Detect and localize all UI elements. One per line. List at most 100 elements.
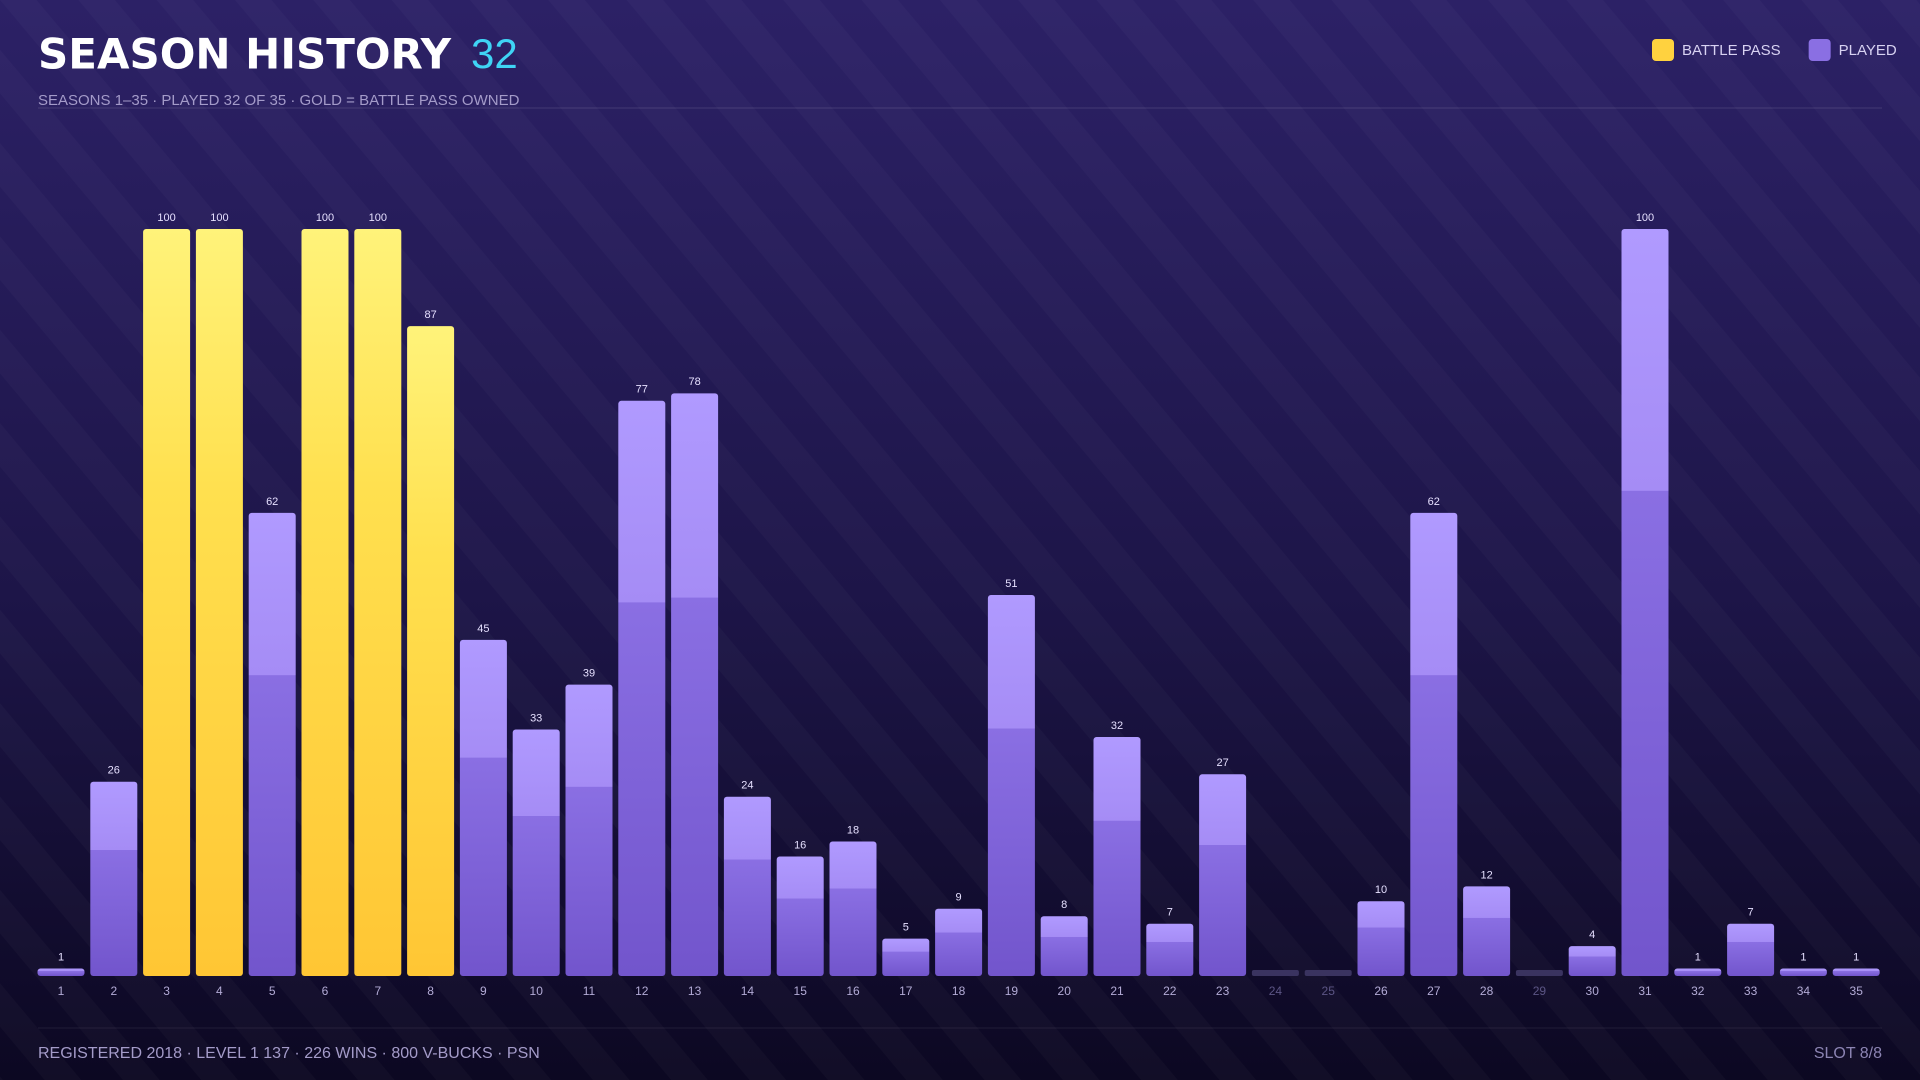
- bar: [618, 400, 666, 976]
- bar: [1674, 968, 1722, 976]
- bar: [1463, 886, 1511, 976]
- value-label: 77: [636, 384, 648, 396]
- x-tick-label: 32: [1691, 984, 1705, 998]
- x-tick-label: 12: [635, 984, 649, 998]
- legend-swatch: [1652, 39, 1674, 61]
- x-tick-label: 33: [1744, 984, 1758, 998]
- value-label: 5: [903, 922, 909, 934]
- unplayed-stub: [1515, 970, 1563, 976]
- bar: [37, 968, 85, 976]
- x-tick-label: 25: [1322, 984, 1336, 998]
- value-label: 4: [1589, 929, 1595, 941]
- x-tick-label: 3: [163, 984, 170, 998]
- x-tick-label: 16: [846, 984, 860, 998]
- value-label: 12: [1480, 869, 1492, 881]
- bar: [1568, 946, 1616, 976]
- bar: [723, 796, 771, 976]
- bar: [1727, 923, 1775, 976]
- x-tick-label: 21: [1110, 984, 1124, 998]
- x-tick-label: 4: [216, 984, 223, 998]
- x-tick-label: 9: [480, 984, 487, 998]
- footer-info: REGISTERED 2018 · LEVEL 1 137 · 226 WINS…: [38, 1045, 540, 1062]
- x-tick-label: 1: [58, 984, 65, 998]
- value-label: 78: [688, 376, 700, 388]
- value-label: 1: [1800, 951, 1806, 963]
- value-label: 7: [1748, 907, 1754, 919]
- slot: SLOT 8/8: [1814, 1045, 1882, 1062]
- bar: [1199, 774, 1247, 976]
- x-tick-label: 35: [1850, 984, 1864, 998]
- unplayed-stub: [1251, 970, 1299, 976]
- x-tick-label: 30: [1586, 984, 1600, 998]
- x-tick-label: 22: [1163, 984, 1177, 998]
- bar: [1146, 923, 1194, 976]
- x-tick-label: 5: [269, 984, 276, 998]
- bar: [1621, 229, 1669, 976]
- value-label: 45: [477, 623, 489, 635]
- value-label: 100: [316, 212, 334, 224]
- legend-label: PLAYED: [1839, 42, 1897, 59]
- value-label: 16: [794, 839, 806, 851]
- bar: [1357, 901, 1405, 976]
- bar: [1832, 968, 1880, 976]
- bar: [829, 841, 877, 976]
- bar: [935, 908, 983, 976]
- x-tick-label: 27: [1427, 984, 1441, 998]
- x-tick-label: 2: [110, 984, 117, 998]
- x-tick-label: 15: [794, 984, 808, 998]
- unplayed-stub: [1304, 970, 1352, 976]
- x-tick-label: 24: [1269, 984, 1283, 998]
- bar: [459, 639, 507, 976]
- title: SEASON HISTORY: [38, 30, 452, 79]
- bar: [143, 229, 191, 976]
- legend-swatch: [1808, 39, 1831, 61]
- value-label: 9: [956, 892, 962, 904]
- value-label: 1: [1853, 951, 1859, 963]
- bar: [1410, 512, 1458, 976]
- x-tick-label: 19: [1005, 984, 1019, 998]
- x-tick-label: 17: [899, 984, 913, 998]
- bar: [776, 856, 824, 976]
- x-tick-label: 11: [583, 984, 596, 998]
- x-tick-label: 20: [1058, 984, 1072, 998]
- x-tick-label: 6: [322, 984, 329, 998]
- title-count: 32: [471, 30, 518, 77]
- value-label: 24: [741, 780, 753, 792]
- value-label: 26: [108, 765, 120, 777]
- x-tick-label: 23: [1216, 984, 1230, 998]
- x-tick-label: 18: [952, 984, 966, 998]
- legend-label: BATTLE PASS: [1682, 42, 1781, 59]
- value-label: 33: [530, 712, 542, 724]
- value-label: 18: [847, 824, 859, 836]
- bar: [195, 229, 243, 976]
- value-label: 51: [1005, 578, 1017, 590]
- value-label: 100: [369, 212, 387, 224]
- bar: [882, 938, 930, 976]
- x-tick-label: 26: [1374, 984, 1388, 998]
- x-tick-label: 14: [741, 984, 755, 998]
- value-label: 100: [1636, 212, 1654, 224]
- bar: [407, 326, 455, 976]
- x-tick-label: 7: [374, 984, 381, 998]
- bar: [671, 393, 719, 977]
- value-label: 100: [157, 212, 175, 224]
- x-tick-label: 8: [427, 984, 434, 998]
- value-label: 1: [58, 951, 64, 963]
- bar: [987, 595, 1035, 976]
- bar: [354, 229, 402, 976]
- subtitle: SEASONS 1–35 · PLAYED 32 OF 35 · GOLD = …: [38, 92, 520, 109]
- value-label: 62: [266, 496, 278, 508]
- value-label: 62: [1428, 496, 1440, 508]
- value-label: 100: [210, 212, 228, 224]
- value-label: 8: [1061, 899, 1067, 911]
- bar: [565, 684, 613, 976]
- value-label: 87: [424, 309, 436, 321]
- bar: [1779, 968, 1827, 976]
- x-tick-label: 34: [1797, 984, 1811, 998]
- x-tick-label: 28: [1480, 984, 1494, 998]
- x-tick-label: 31: [1638, 984, 1652, 998]
- value-label: 39: [583, 668, 595, 680]
- x-tick-label: 29: [1533, 984, 1547, 998]
- value-label: 1: [1695, 951, 1701, 963]
